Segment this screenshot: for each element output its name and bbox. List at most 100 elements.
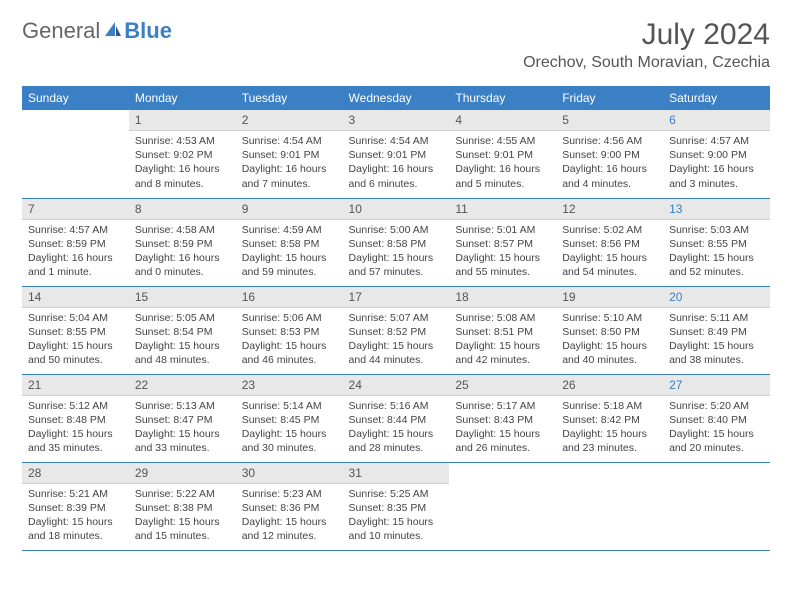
sunset-label: Sunset: 8:40 PM	[669, 414, 747, 426]
sunrise-label: Sunrise: 5:02 AM	[562, 224, 642, 236]
sunset-label: Sunset: 8:42 PM	[562, 414, 640, 426]
sunset-label: Sunset: 8:44 PM	[349, 414, 427, 426]
sunrise-label: Sunrise: 4:56 AM	[562, 135, 642, 147]
sunset-label: Sunset: 8:55 PM	[669, 238, 747, 250]
calendar-cell: 26Sunrise: 5:18 AMSunset: 8:42 PMDayligh…	[556, 374, 663, 462]
daylight-label: Daylight: 15 hours and 28 minutes.	[349, 428, 434, 454]
calendar-cell: 29Sunrise: 5:22 AMSunset: 8:38 PMDayligh…	[129, 462, 236, 550]
sunset-label: Sunset: 8:50 PM	[562, 326, 640, 338]
calendar-cell: 20Sunrise: 5:11 AMSunset: 8:49 PMDayligh…	[663, 286, 770, 374]
logo-text-general: General	[22, 18, 100, 44]
daylight-label: Daylight: 15 hours and 52 minutes.	[669, 252, 754, 278]
calendar-cell	[449, 462, 556, 550]
sunrise-label: Sunrise: 4:58 AM	[135, 224, 215, 236]
daylight-label: Daylight: 15 hours and 59 minutes.	[242, 252, 327, 278]
calendar-cell: 18Sunrise: 5:08 AMSunset: 8:51 PMDayligh…	[449, 286, 556, 374]
sunrise-label: Sunrise: 5:25 AM	[349, 488, 429, 500]
day-content: Sunrise: 5:20 AMSunset: 8:40 PMDaylight:…	[663, 396, 770, 462]
sunrise-label: Sunrise: 5:20 AM	[669, 400, 749, 412]
sunset-label: Sunset: 8:59 PM	[135, 238, 213, 250]
calendar-cell: 23Sunrise: 5:14 AMSunset: 8:45 PMDayligh…	[236, 374, 343, 462]
calendar-cell: 6Sunrise: 4:57 AMSunset: 9:00 PMDaylight…	[663, 110, 770, 198]
day-number: 24	[343, 375, 450, 396]
calendar-cell	[556, 462, 663, 550]
calendar-cell: 2Sunrise: 4:54 AMSunset: 9:01 PMDaylight…	[236, 110, 343, 198]
day-number: 15	[129, 287, 236, 308]
day-number: 28	[22, 463, 129, 484]
day-content: Sunrise: 5:17 AMSunset: 8:43 PMDaylight:…	[449, 396, 556, 462]
sunrise-label: Sunrise: 5:18 AM	[562, 400, 642, 412]
daylight-label: Daylight: 16 hours and 3 minutes.	[669, 163, 754, 189]
daylight-label: Daylight: 15 hours and 33 minutes.	[135, 428, 220, 454]
calendar-cell: 21Sunrise: 5:12 AMSunset: 8:48 PMDayligh…	[22, 374, 129, 462]
weekday-mon: Monday	[129, 86, 236, 110]
calendar-cell: 3Sunrise: 4:54 AMSunset: 9:01 PMDaylight…	[343, 110, 450, 198]
day-content: Sunrise: 4:57 AM Sunset: 9:00 PM Daylight:…	[663, 131, 770, 197]
day-number: 5	[556, 110, 663, 131]
day-number: 27	[663, 375, 770, 396]
calendar-cell: 27Sunrise: 5:20 AMSunset: 8:40 PMDayligh…	[663, 374, 770, 462]
calendar-cell: 13Sunrise: 5:03 AMSunset: 8:55 PMDayligh…	[663, 198, 770, 286]
calendar-week: 28Sunrise: 5:21 AMSunset: 8:39 PMDayligh…	[22, 462, 770, 550]
daylight-label: Daylight: 15 hours and 40 minutes.	[562, 340, 647, 366]
day-number: 18	[449, 287, 556, 308]
calendar-table: Sunday Monday Tuesday Wednesday Thursday…	[22, 86, 770, 551]
day-content: Sunrise: 4:56 AMSunset: 9:00 PMDaylight:…	[556, 131, 663, 197]
day-number: 14	[22, 287, 129, 308]
day-number: 30	[236, 463, 343, 484]
logo: General Blue	[22, 18, 172, 44]
calendar-cell: 12Sunrise: 5:02 AMSunset: 8:56 PMDayligh…	[556, 198, 663, 286]
sunrise-label: Sunrise: 4:55 AM	[455, 135, 535, 147]
sunrise-label: Sunrise: 5:04 AM	[28, 312, 108, 324]
sunset-label: Sunset: 8:54 PM	[135, 326, 213, 338]
logo-text-blue: Blue	[124, 18, 172, 44]
day-number: 23	[236, 375, 343, 396]
sunset-label: Sunset: 9:00 PM	[669, 149, 747, 161]
day-content: Sunrise: 5:10 AM Sunset: 8:50 PM Daylight:…	[556, 308, 663, 374]
sunset-label: Sunset: 8:58 PM	[242, 238, 320, 250]
calendar-cell: 15Sunrise: 5:05 AMSunset: 8:54 PMDayligh…	[129, 286, 236, 374]
daylight-label: Daylight: 15 hours and 55 minutes.	[455, 252, 540, 278]
sunrise-label: Sunrise: 5:17 AM	[455, 400, 535, 412]
day-number: 22	[129, 375, 236, 396]
sunrise-label: Sunrise: 5:21 AM	[28, 488, 108, 500]
sunrise-label: Sunrise: 4:57 AM	[28, 224, 108, 236]
daylight-label: Daylight: 16 hours and 1 minute.	[28, 252, 113, 278]
sunset-label: Sunset: 8:35 PM	[349, 502, 427, 514]
day-content: Sunrise: 4:55 AM Sunset: 9:01 PM Daylight:…	[449, 131, 556, 197]
sunrise-label: Sunrise: 5:07 AM	[349, 312, 429, 324]
day-number: 9	[236, 199, 343, 220]
sunrise-label: Sunrise: 4:59 AM	[242, 224, 322, 236]
sunrise-label: Sunrise: 5:05 AM	[135, 312, 215, 324]
weekday-thu: Thursday	[449, 86, 556, 110]
sunset-label: Sunset: 8:53 PM	[242, 326, 320, 338]
sunset-label: Sunset: 9:01 PM	[455, 149, 533, 161]
daylight-label: Daylight: 15 hours and 57 minutes.	[349, 252, 434, 278]
sunrise-label: Sunrise: 4:57 AM	[669, 135, 749, 147]
sunrise-label: Sunrise: 5:22 AM	[135, 488, 215, 500]
weekday-header-row: Sunday Monday Tuesday Wednesday Thursday…	[22, 86, 770, 110]
sunset-label: Sunset: 9:02 PM	[135, 149, 213, 161]
sunrise-label: Sunrise: 5:10 AM	[562, 312, 642, 324]
day-content: Sunrise: 5:16 AMSunset: 8:44 PMDaylight:…	[343, 396, 450, 462]
day-content: Sunrise: 5:03 AM Sunset: 8:55 PM Daylight:…	[663, 220, 770, 286]
daylight-label: Daylight: 15 hours and 12 minutes.	[242, 516, 327, 542]
calendar-week: 14Sunrise: 5:04 AMSunset: 8:55 PMDayligh…	[22, 286, 770, 374]
sunrise-label: Sunrise: 5:03 AM	[669, 224, 749, 236]
sunrise-label: Sunrise: 4:54 AM	[242, 135, 322, 147]
weekday-fri: Friday	[556, 86, 663, 110]
day-number: 16	[236, 287, 343, 308]
sunrise-label: Sunrise: 5:11 AM	[669, 312, 748, 324]
day-number: 12	[556, 199, 663, 220]
daylight-label: Daylight: 16 hours and 5 minutes.	[455, 163, 540, 189]
day-content: Sunrise: 4:58 AMSunset: 8:59 PMDaylight:…	[129, 220, 236, 286]
sunset-label: Sunset: 8:52 PM	[349, 326, 427, 338]
calendar-week: 7Sunrise: 4:57 AMSunset: 8:59 PMDaylight…	[22, 198, 770, 286]
day-number: 19	[556, 287, 663, 308]
day-number: 3	[343, 110, 450, 131]
calendar-body: 1Sunrise: 4:53 AMSunset: 9:02 PMDaylight…	[22, 110, 770, 550]
day-content: Sunrise: 5:02 AMSunset: 8:56 PMDaylight:…	[556, 220, 663, 286]
sunrise-label: Sunrise: 5:08 AM	[455, 312, 535, 324]
sunrise-label: Sunrise: 5:12 AM	[28, 400, 108, 412]
calendar-week: 1Sunrise: 4:53 AMSunset: 9:02 PMDaylight…	[22, 110, 770, 198]
